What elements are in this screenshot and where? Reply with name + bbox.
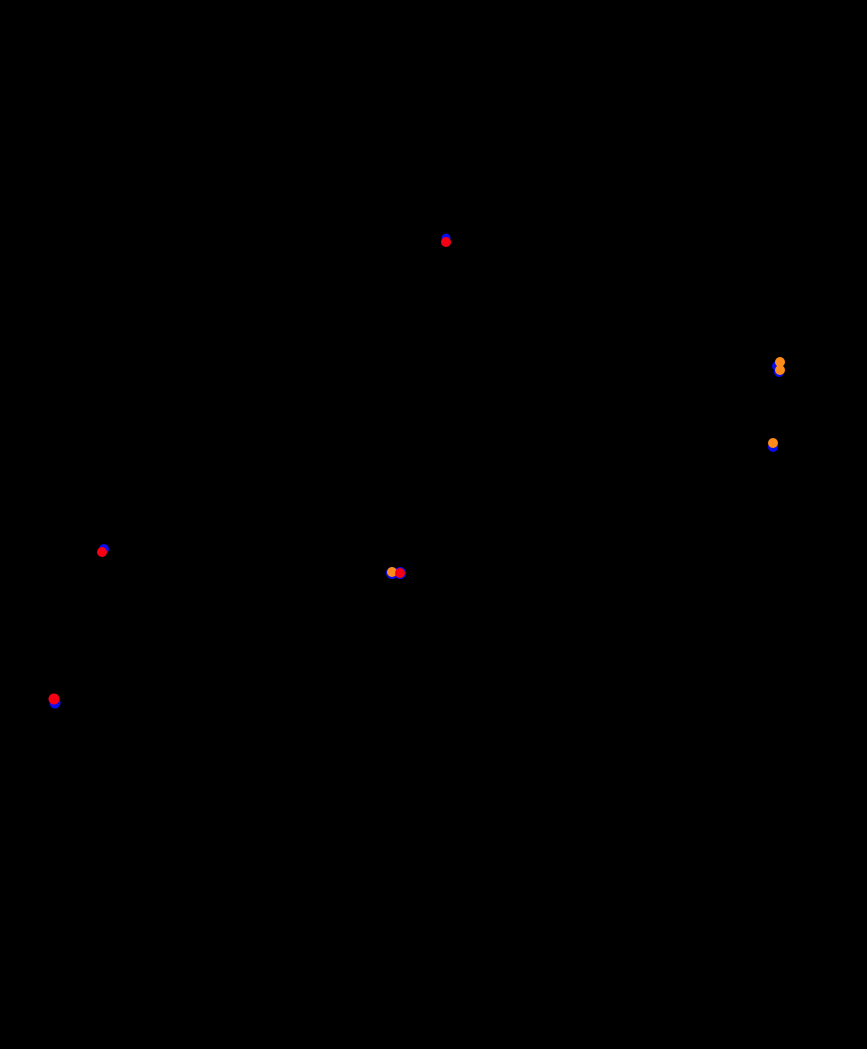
orange-marker	[775, 357, 785, 367]
orange-marker	[768, 438, 778, 448]
red-marker	[48, 693, 60, 705]
red-marker	[441, 237, 451, 247]
red-marker	[395, 568, 405, 578]
orange-marker	[775, 365, 785, 375]
red-marker	[97, 547, 107, 557]
orange-marker	[387, 567, 397, 577]
